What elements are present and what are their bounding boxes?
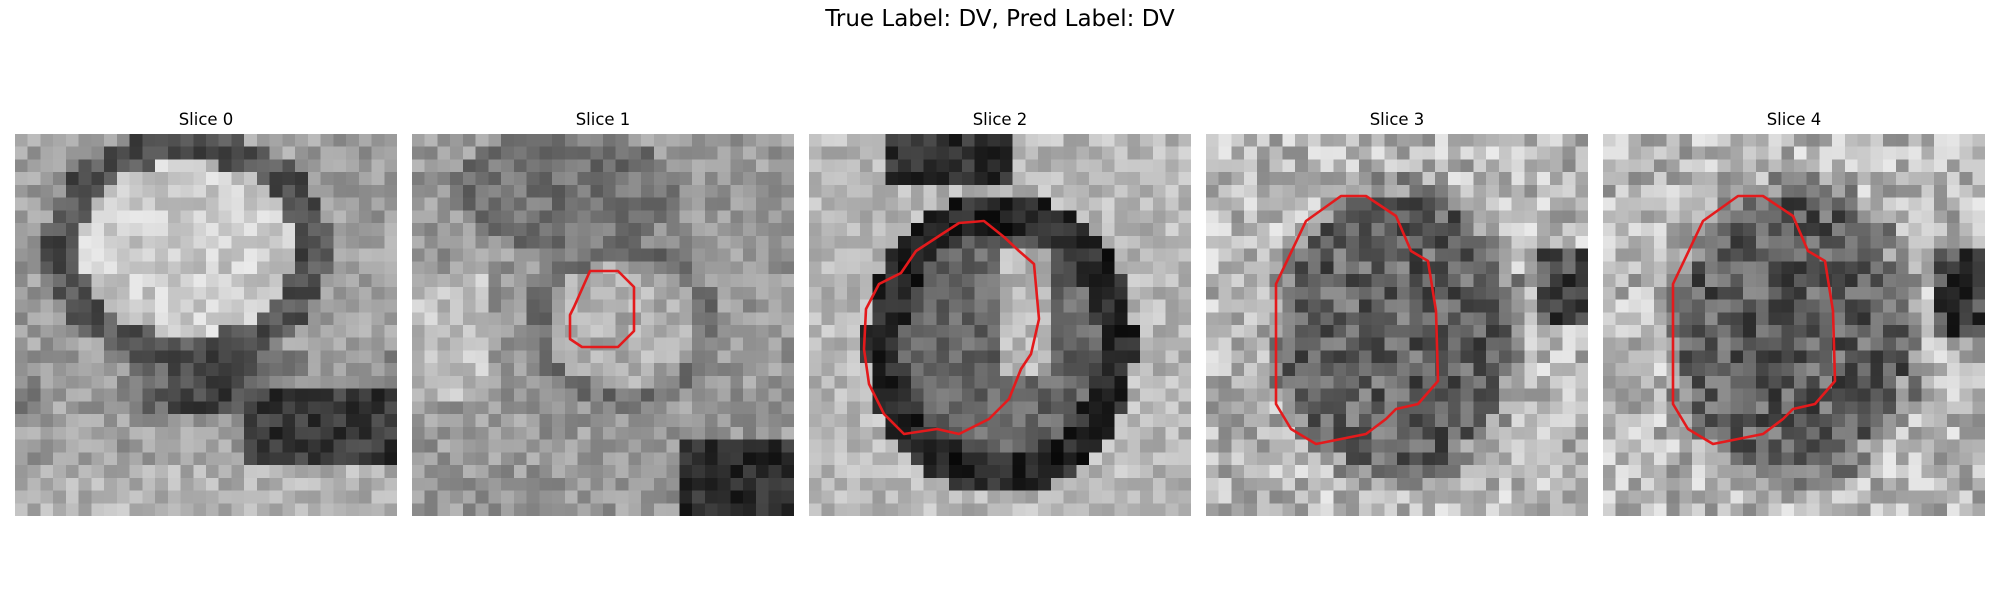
slice-image-0: [15, 134, 397, 516]
slice-title: Slice 1: [412, 108, 794, 132]
slice-panel-3: Slice 3: [1206, 108, 1588, 516]
pixel-grid: [1603, 134, 1985, 516]
slice-panel-4: Slice 4: [1603, 108, 1985, 516]
slice-title: Slice 4: [1603, 108, 1985, 132]
slice-title: Slice 3: [1206, 108, 1588, 132]
slice-image-4: [1603, 134, 1985, 516]
figure-title: True Label: DV, Pred Label: DV: [0, 6, 2000, 32]
slice-title: Slice 0: [15, 108, 397, 132]
slice-image-2: [809, 134, 1191, 516]
pixel-grid: [1206, 134, 1588, 516]
slice-image-3: [1206, 134, 1588, 516]
slice-panel-1: Slice 1: [412, 108, 794, 516]
slice-image-1: [412, 134, 794, 516]
slice-title: Slice 2: [809, 108, 1191, 132]
pixel-grid: [412, 134, 794, 516]
slice-panel-2: Slice 2: [809, 108, 1191, 516]
slice-panel-0: Slice 0: [15, 108, 397, 516]
pixel-grid: [15, 134, 397, 516]
